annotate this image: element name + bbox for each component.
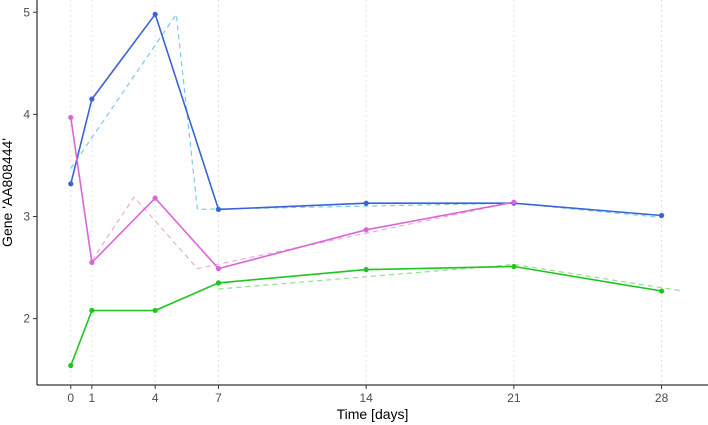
data-point: [363, 227, 369, 233]
data-point: [215, 206, 222, 212]
data-point: [68, 114, 74, 121]
data-point: [89, 259, 95, 266]
solid-series-line: [70, 117, 515, 270]
data-point: [89, 96, 95, 102]
data-point: [152, 307, 158, 314]
x-tick-label: 1: [89, 391, 96, 405]
data-point: [152, 195, 158, 201]
dashed-series-line: [91, 196, 515, 270]
series-group: [68, 11, 683, 369]
x-tick-label: 0: [67, 391, 74, 405]
data-point: [215, 280, 222, 286]
y-axis-label: Gene 'AA808444': [0, 138, 15, 247]
data-point: [363, 200, 369, 206]
data-point: [89, 307, 95, 314]
data-point: [68, 362, 74, 369]
data-point: [215, 265, 222, 272]
x-tick-label: 21: [507, 391, 521, 405]
x-axis-label: Time [days]: [337, 406, 409, 422]
y-tick-label: 2: [23, 312, 30, 326]
y-tick-label: 5: [23, 5, 30, 19]
data-point: [511, 263, 517, 270]
axes: [33, 0, 708, 389]
data-point: [658, 212, 665, 219]
x-tick-label: 14: [359, 391, 373, 405]
y-tick-label: 3: [23, 209, 30, 223]
x-tick-label: 7: [215, 391, 222, 405]
data-point: [511, 199, 517, 205]
data-point: [658, 288, 665, 294]
data-point: [68, 181, 74, 187]
grid: [70, 0, 662, 385]
data-point: [363, 267, 369, 273]
x-tick-label: 4: [152, 391, 159, 405]
data-point: [152, 11, 158, 17]
x-tick-label: 28: [655, 391, 669, 405]
y-tick-label: 4: [23, 107, 30, 121]
